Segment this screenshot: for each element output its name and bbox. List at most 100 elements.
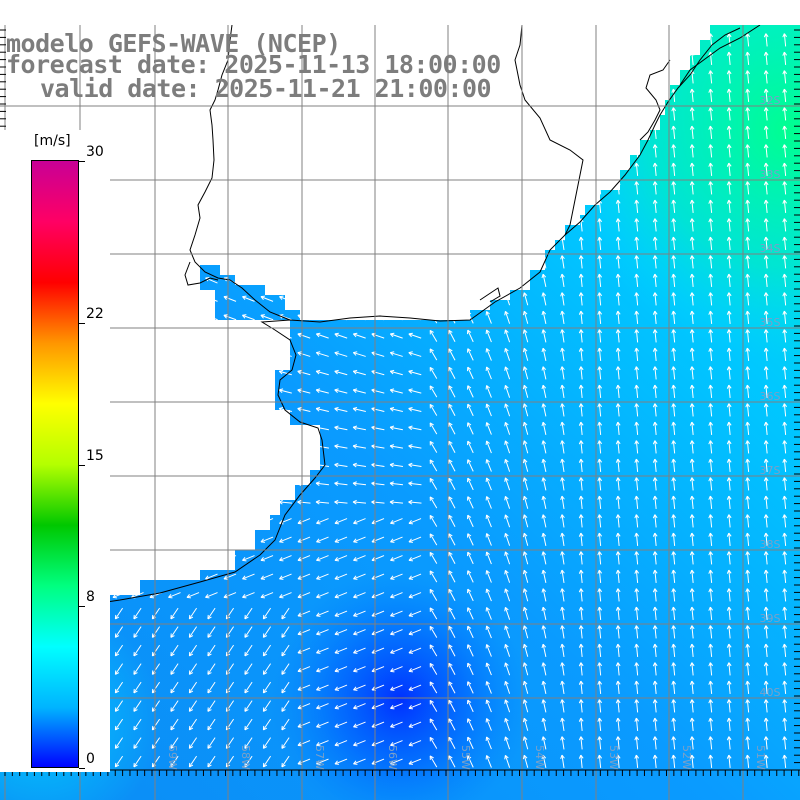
wind-arrow bbox=[689, 273, 695, 288]
wind-arrow bbox=[708, 181, 714, 195]
wind-arrow bbox=[782, 310, 788, 325]
wind-arrow bbox=[504, 310, 511, 324]
wind-arrow bbox=[763, 310, 769, 325]
latitude-label: 37S bbox=[760, 464, 781, 477]
wind-arrow bbox=[782, 255, 788, 269]
wind-arrow bbox=[615, 292, 621, 306]
wind-arrow bbox=[652, 329, 658, 343]
longitude-label: 57W bbox=[313, 745, 326, 770]
wind-arrow bbox=[708, 273, 714, 288]
wind-arrow bbox=[597, 310, 603, 325]
wind-arrow bbox=[578, 292, 584, 306]
wind-arrow bbox=[745, 107, 751, 121]
wind-arrow bbox=[652, 218, 658, 232]
wind-arrow bbox=[597, 292, 603, 306]
wind-arrow bbox=[334, 332, 348, 339]
longitude-label: 52W bbox=[680, 745, 693, 770]
wind-arrow bbox=[448, 329, 456, 342]
colorbar-tick-mark bbox=[79, 464, 85, 466]
wind-arrow bbox=[782, 199, 788, 214]
wind-arrow bbox=[652, 255, 658, 269]
wind-arrow bbox=[726, 33, 732, 47]
longitude-label: 51W bbox=[754, 745, 767, 770]
latitude-label: 40S bbox=[760, 686, 781, 699]
wind-arrow bbox=[745, 255, 751, 269]
wind-arrow bbox=[689, 218, 695, 232]
wind-arrow bbox=[578, 236, 584, 251]
wind-arrow bbox=[615, 310, 621, 325]
wind-arrow bbox=[652, 181, 658, 195]
wind-arrow bbox=[708, 255, 714, 269]
colorbar-tick-mark bbox=[79, 606, 85, 608]
wind-arrow bbox=[689, 329, 695, 343]
wind-arrow bbox=[689, 292, 695, 306]
wind-arrow bbox=[578, 329, 584, 343]
colorbar-tick-label: 22 bbox=[86, 305, 104, 322]
colorbar-unit: [m/s] bbox=[34, 133, 71, 149]
wind-arrow bbox=[763, 107, 769, 121]
wind-arrow bbox=[578, 273, 584, 288]
wind-arrow bbox=[615, 199, 621, 214]
wind-arrow bbox=[560, 255, 565, 269]
wind-arrow bbox=[708, 236, 714, 251]
wind-arrow bbox=[671, 162, 677, 177]
wind-arrow bbox=[652, 236, 658, 251]
colorbar-frame bbox=[31, 160, 79, 768]
wind-arrow bbox=[652, 292, 658, 306]
wind-arrow bbox=[763, 218, 769, 232]
wind-arrow bbox=[782, 292, 788, 306]
wind-arrow bbox=[745, 162, 751, 177]
wind-arrow bbox=[782, 236, 788, 251]
wind-arrow bbox=[726, 273, 732, 288]
longitude-label: 56W bbox=[386, 745, 399, 770]
wind-arrow bbox=[541, 273, 547, 287]
wind-arrow bbox=[745, 292, 751, 306]
wind-arrow bbox=[745, 88, 751, 103]
wind-arrow bbox=[708, 107, 714, 121]
wind-arrow bbox=[689, 144, 695, 158]
colorbar-tick-mark bbox=[79, 322, 85, 324]
wind-arrow bbox=[708, 218, 714, 232]
wind-arrow bbox=[634, 218, 640, 232]
longitude-label: 55W bbox=[459, 745, 472, 770]
wind-arrow bbox=[615, 236, 621, 251]
wind-arrow bbox=[745, 218, 751, 232]
wind-arrow bbox=[467, 329, 474, 343]
wind-arrow bbox=[745, 33, 751, 47]
wind-arrow bbox=[782, 70, 788, 84]
longitude-label: 59W bbox=[166, 745, 179, 770]
wind-arrow bbox=[652, 273, 658, 288]
longitude-label: 54W bbox=[533, 745, 546, 770]
wind-arrow bbox=[485, 329, 492, 343]
wind-arrow bbox=[708, 88, 714, 103]
title-valid-date: valid date: 2025-11-21 21:00:00 bbox=[40, 74, 492, 103]
wind-arrow bbox=[708, 310, 714, 325]
wind-arrow bbox=[522, 310, 529, 324]
wind-arrow bbox=[782, 218, 788, 232]
wind-arrow bbox=[389, 332, 403, 339]
wind-arrow bbox=[726, 255, 732, 269]
latitude-label: 36S bbox=[760, 390, 781, 403]
wind-arrow bbox=[763, 88, 769, 103]
wind-arrow bbox=[782, 88, 788, 103]
latitude-label: 35S bbox=[760, 316, 781, 329]
wind-arrow bbox=[708, 199, 714, 214]
wind-arrow bbox=[242, 314, 255, 321]
wind-arrow bbox=[671, 218, 677, 232]
wind-arrow bbox=[242, 295, 255, 302]
wind-arrow bbox=[634, 162, 640, 177]
wind-arrow bbox=[726, 236, 732, 251]
wind-arrow bbox=[763, 162, 769, 177]
wind-arrow bbox=[708, 144, 714, 158]
wind-arrow bbox=[560, 273, 565, 287]
wind-arrow bbox=[726, 181, 732, 195]
longitude-label: 53W bbox=[607, 745, 620, 770]
wind-arrow bbox=[615, 255, 621, 269]
wind-arrow bbox=[504, 329, 511, 343]
wind-arrow bbox=[615, 218, 621, 232]
wind-arrow bbox=[782, 162, 788, 177]
wind-arrow bbox=[671, 329, 677, 343]
wind-arrow bbox=[634, 181, 640, 195]
wind-arrow bbox=[297, 332, 311, 339]
